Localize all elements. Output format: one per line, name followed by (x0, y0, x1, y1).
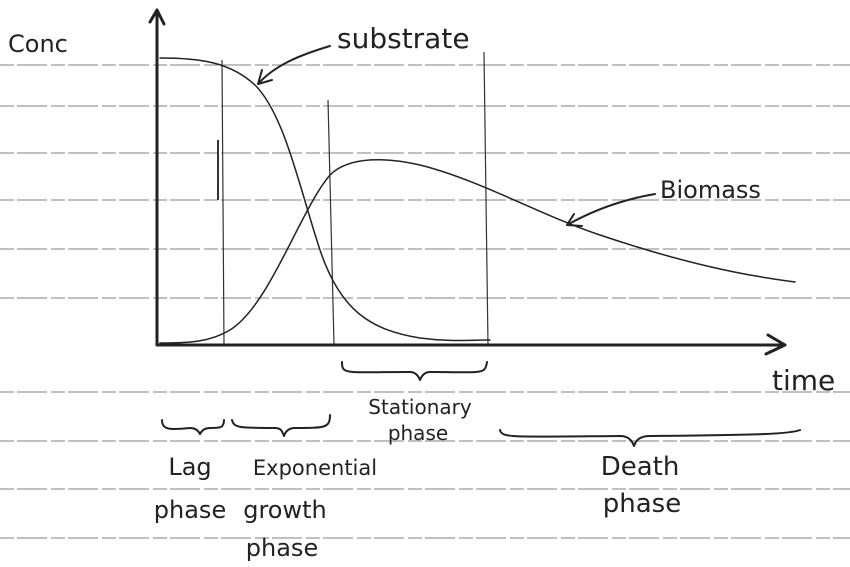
axes (148, 8, 787, 356)
ruled-lines (0, 64, 850, 539)
phase-labels: Lag phase Exponential growth phase Stati… (154, 395, 681, 562)
biomass-curve (159, 158, 796, 344)
biomass-label: Biomass (660, 176, 761, 204)
phase-label: Stationary (368, 395, 472, 419)
phase-label: phase (388, 421, 448, 445)
phase-label: phase (154, 496, 226, 524)
phase-label: phase (603, 489, 681, 519)
phase-label: Exponential (253, 456, 377, 480)
phase-label: growth (243, 496, 327, 524)
y-axis-label: Conc (8, 30, 68, 58)
x-axis-label: time (772, 364, 835, 397)
braces (161, 361, 801, 447)
phase-label: Death (601, 452, 680, 482)
substrate-label: substrate (337, 22, 470, 55)
arrows (257, 45, 656, 227)
phase-label: Lag (168, 453, 211, 481)
phase-dividers (217, 51, 489, 346)
phase-label: phase (246, 534, 318, 562)
substrate-curve (159, 57, 491, 342)
